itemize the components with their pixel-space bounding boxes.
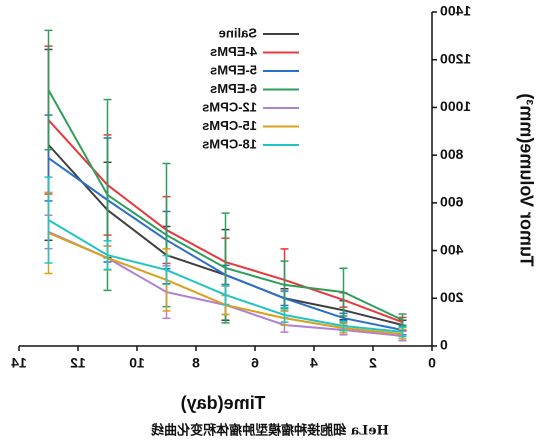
y-tick-label: 0: [440, 337, 448, 353]
legend-label: 4-EPMs: [210, 44, 257, 59]
x-tick-label: 8: [192, 355, 200, 371]
legend-label: Saline: [219, 25, 257, 40]
y-tick-label: 1400: [440, 3, 471, 19]
y-tick-label: 600: [440, 194, 464, 210]
series-line: [47, 219, 403, 333]
y-tick-label: 200: [440, 289, 464, 305]
legend-label: 5-EPMs: [210, 62, 257, 77]
legend-label: 12-CPMs: [202, 99, 257, 114]
x-axis-label: Time(day): [181, 393, 266, 413]
y-axis-label: Tumor Volume(mm³): [516, 93, 536, 266]
y-tick-label: 400: [440, 241, 464, 257]
x-tick-label: 6: [251, 355, 259, 371]
legend-label: 15-CPMs: [202, 118, 257, 133]
x-tick-label: 4: [310, 355, 318, 371]
y-tick-label: 1200: [440, 50, 471, 66]
x-tick-label: 2: [369, 355, 377, 371]
caption: HeLa 细胞接种瘤模型肿瘤体积变化曲线: [151, 423, 389, 439]
x-tick-label: 12: [70, 355, 86, 371]
legend-label: 18-CPMs: [202, 136, 257, 151]
y-tick-label: 1000: [440, 98, 471, 114]
series-line: [47, 89, 403, 321]
x-tick-label: 14: [11, 355, 27, 371]
x-tick-label: 10: [129, 355, 145, 371]
y-tick-label: 800: [440, 146, 464, 162]
x-tick-label: 0: [428, 355, 436, 371]
legend-label: 6-EPMs: [210, 81, 257, 96]
